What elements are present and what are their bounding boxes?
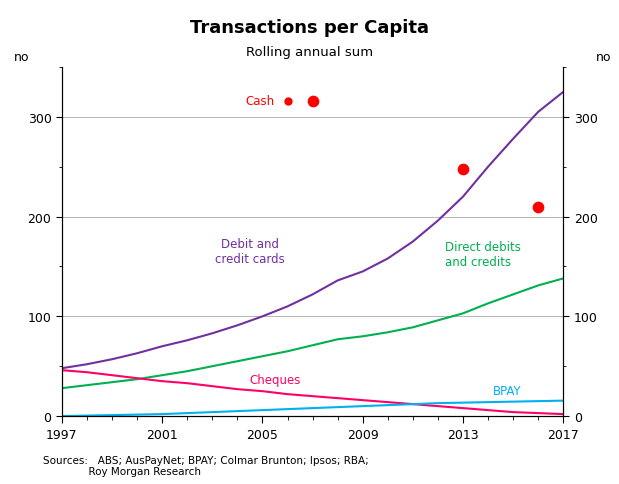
Text: Debit and
credit cards: Debit and credit cards [215, 238, 285, 266]
Text: Cheques: Cheques [249, 373, 301, 386]
Text: Direct debits
and credits: Direct debits and credits [446, 241, 521, 269]
Text: no: no [14, 51, 29, 64]
Point [534, 203, 543, 211]
Text: BPAY: BPAY [493, 384, 522, 397]
Point [458, 166, 468, 173]
Text: Sources:   ABS; AusPayNet; BPAY; Colmar Brunton; Ipsos; RBA;
              Roy M: Sources: ABS; AusPayNet; BPAY; Colmar Br… [43, 455, 369, 476]
Point [308, 98, 318, 106]
Text: no: no [596, 51, 612, 64]
Text: Transactions per Capita: Transactions per Capita [190, 19, 429, 37]
Text: Cash: Cash [246, 95, 275, 108]
Text: Rolling annual sum: Rolling annual sum [246, 46, 373, 59]
